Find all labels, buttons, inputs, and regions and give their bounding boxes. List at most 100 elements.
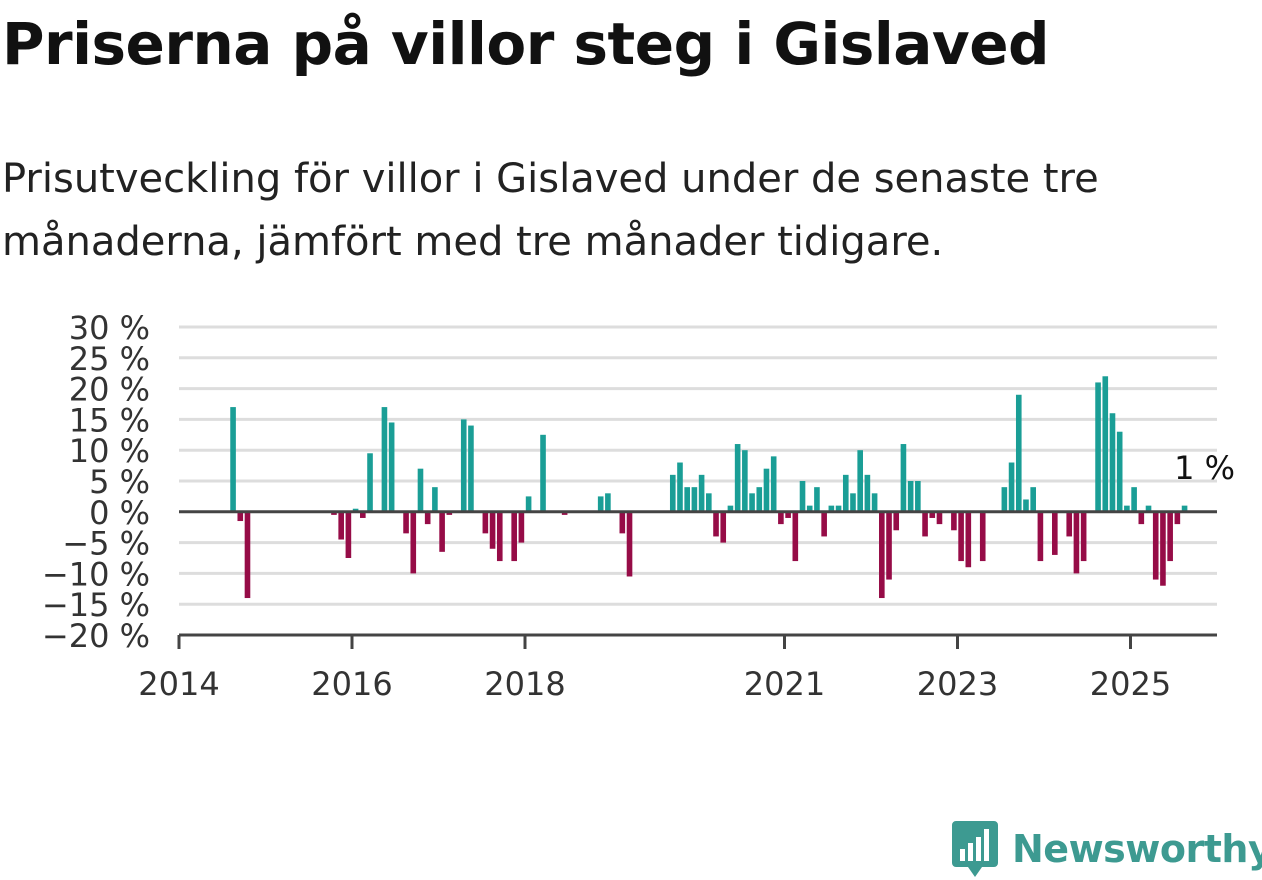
bar xyxy=(1167,511,1173,562)
bar xyxy=(1015,394,1022,512)
bar xyxy=(720,511,727,543)
bar xyxy=(669,474,676,512)
bar xyxy=(915,481,921,512)
bar xyxy=(1181,505,1188,512)
bar xyxy=(936,511,943,525)
bar xyxy=(540,434,546,512)
x-tick-label: 2023 xyxy=(917,665,998,703)
y-tick-label: 15 % xyxy=(69,401,150,439)
price-change-chart: 30 %25 %20 %15 %10 %5 %0 %−5 %−10 %−15 %… xyxy=(42,309,1235,703)
y-tick-label: −10 % xyxy=(42,555,150,593)
chart-title: Priserna på villor steg i Gislaved xyxy=(2,10,1050,78)
bar xyxy=(778,511,784,525)
bar xyxy=(605,493,611,512)
bar xyxy=(821,511,827,537)
bar xyxy=(806,505,813,512)
newsworthy-brand-name: Newsworthy xyxy=(1012,827,1262,871)
bar xyxy=(417,468,424,512)
bar xyxy=(842,474,849,512)
bar xyxy=(814,487,820,512)
bar xyxy=(893,511,900,531)
newsworthy-logo-icon xyxy=(952,821,998,877)
bar xyxy=(331,511,337,515)
bar xyxy=(698,474,705,512)
y-tick-label: 10 % xyxy=(69,432,150,470)
bar xyxy=(496,511,503,562)
bar xyxy=(410,511,417,574)
chart-subtitle: Prisutveckling för villor i Gislaved und… xyxy=(2,156,1099,265)
bar xyxy=(1073,511,1080,574)
bar xyxy=(511,511,517,562)
bar xyxy=(237,511,244,522)
bar xyxy=(979,511,986,562)
bar xyxy=(763,468,770,512)
bar xyxy=(482,511,489,534)
y-tick-label: −15 % xyxy=(42,586,150,624)
bar xyxy=(900,444,907,512)
bar xyxy=(799,481,806,512)
bar xyxy=(879,511,885,599)
y-tick-label: −5 % xyxy=(62,525,150,563)
bar xyxy=(864,474,871,512)
bar xyxy=(951,511,957,531)
bar xyxy=(1109,413,1116,512)
bar xyxy=(706,493,712,512)
bar xyxy=(244,511,251,599)
bar xyxy=(886,511,892,580)
bar xyxy=(1131,487,1137,512)
y-tick-label: 20 % xyxy=(69,371,150,409)
bar xyxy=(770,456,777,512)
bar xyxy=(1102,376,1109,512)
bar xyxy=(345,511,352,558)
bar xyxy=(1116,431,1123,512)
x-tick-label: 2018 xyxy=(484,665,565,703)
bar xyxy=(424,511,431,525)
bar xyxy=(907,481,914,512)
bar xyxy=(835,505,842,512)
bar xyxy=(958,511,964,562)
bar xyxy=(338,511,344,540)
bar xyxy=(691,487,698,512)
bar xyxy=(489,511,496,549)
bar xyxy=(561,511,568,515)
y-tick-label: 30 % xyxy=(69,309,150,347)
bar xyxy=(446,511,453,515)
bar xyxy=(460,419,467,512)
bar xyxy=(742,450,748,512)
bar xyxy=(1145,505,1152,512)
bar xyxy=(713,511,719,537)
bar xyxy=(828,505,835,512)
bar xyxy=(727,505,734,512)
bar xyxy=(850,493,856,512)
newsworthy-logo: Newsworthy xyxy=(950,818,1262,880)
bar xyxy=(1138,511,1145,525)
bar xyxy=(525,496,532,512)
bar xyxy=(468,425,474,512)
bar xyxy=(857,450,863,512)
bar xyxy=(518,511,525,543)
bar xyxy=(1052,511,1058,555)
bar xyxy=(432,487,438,512)
bar xyxy=(597,496,604,512)
bar xyxy=(360,511,366,518)
x-tick-label: 2025 xyxy=(1090,665,1171,703)
bar xyxy=(734,444,741,512)
bar xyxy=(619,511,626,534)
bar xyxy=(1174,511,1181,525)
bar xyxy=(749,493,755,512)
bar xyxy=(1008,462,1015,512)
bar xyxy=(1023,499,1029,512)
bar xyxy=(381,407,388,512)
bar xyxy=(1001,487,1008,512)
bar xyxy=(403,511,409,534)
bar xyxy=(367,453,373,512)
bar xyxy=(1030,487,1036,512)
bar xyxy=(871,493,878,512)
x-tick-label: 2016 xyxy=(311,665,392,703)
bar xyxy=(922,511,928,537)
y-tick-label: 5 % xyxy=(89,463,150,501)
bar xyxy=(1080,511,1087,562)
y-tick-label: 25 % xyxy=(69,340,150,378)
x-tick-label: 2014 xyxy=(138,665,219,703)
bar xyxy=(929,511,936,518)
